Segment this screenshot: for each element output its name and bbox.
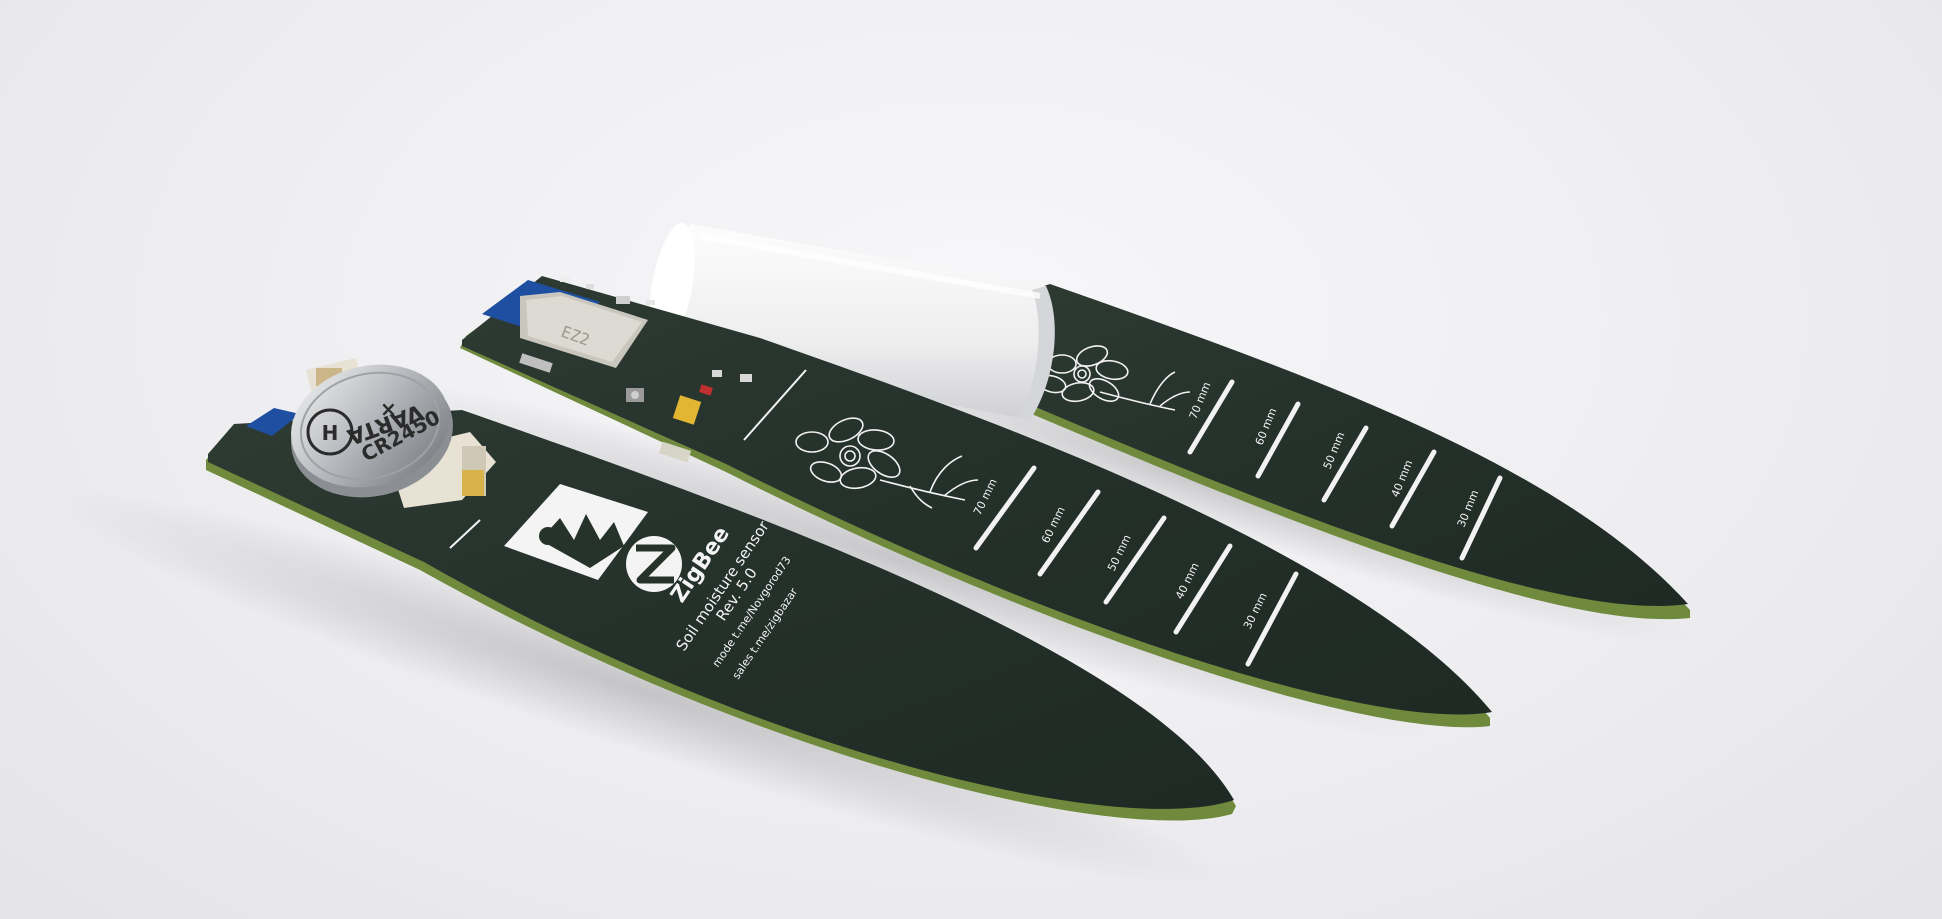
probe-left: ZigBee Soil moisture sensor Rev. 5.0 mod… <box>206 358 1236 821</box>
scale-lines <box>973 465 1299 667</box>
svg-text:H: H <box>322 421 339 445</box>
brand-logo-panel <box>504 484 648 580</box>
zigbee-module: EZ2 <box>482 280 648 368</box>
probe-middle: EZ2 <box>460 276 1492 728</box>
probe-right: 70 mm 60 mm 50 mm 40 mm 30 mm <box>994 284 1690 620</box>
smd-components <box>519 276 752 463</box>
coin-cell-battery: H VARTA × CR2450 <box>291 364 453 498</box>
scale-lines <box>1187 379 1503 561</box>
svg-text:×: × <box>380 397 397 421</box>
flower-graphic <box>795 417 979 509</box>
